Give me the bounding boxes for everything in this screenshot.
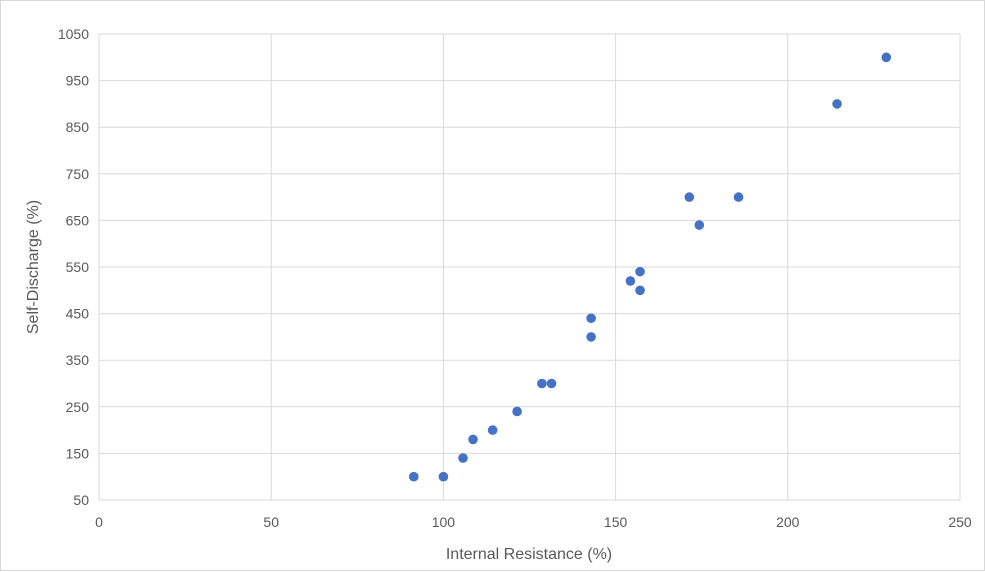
data-point — [733, 192, 744, 202]
y-axis-title: Self-Discharge (%) — [25, 200, 42, 334]
data-point — [586, 313, 596, 324]
gridlines — [98, 33, 961, 501]
y-tick-label: 150 — [66, 445, 90, 461]
data-point — [438, 471, 449, 482]
y-tick-label: 250 — [66, 399, 90, 415]
y-tick-label: 950 — [66, 73, 90, 89]
data-point — [635, 266, 645, 277]
data-points — [408, 52, 892, 482]
data-point — [537, 378, 547, 389]
y-tick-label: 650 — [66, 212, 90, 228]
data-point — [458, 453, 468, 463]
data-point — [468, 434, 478, 445]
x-axis-ticks: 0 50 100 150 200 250 — [95, 514, 972, 530]
y-tick-label: 550 — [66, 259, 90, 275]
data-point — [684, 192, 695, 202]
data-point — [625, 276, 636, 286]
data-point — [635, 285, 645, 296]
y-tick-label: 450 — [66, 306, 90, 322]
data-point — [487, 425, 498, 435]
y-tick-label: 50 — [73, 492, 89, 508]
x-tick-label: 250 — [948, 514, 972, 530]
data-point — [512, 406, 522, 417]
y-tick-label: 750 — [66, 166, 90, 182]
data-point — [546, 378, 557, 389]
y-tick-label: 350 — [66, 352, 90, 368]
data-point — [832, 99, 842, 109]
x-axis-title: Internal Resistance (%) — [446, 546, 612, 563]
data-point — [408, 471, 419, 482]
x-tick-label: 200 — [776, 514, 800, 530]
x-tick-label: 150 — [604, 514, 628, 530]
x-tick-label: 100 — [432, 514, 456, 530]
data-point — [694, 220, 705, 230]
data-point — [586, 332, 596, 342]
data-point — [881, 52, 892, 63]
x-tick-label: 0 — [95, 514, 103, 530]
y-tick-label: 850 — [66, 119, 90, 135]
y-tick-label: 1050 — [58, 26, 89, 42]
y-axis-ticks: 50 150 250 350 450 550 650 750 850 950 1050 — [58, 26, 89, 508]
x-tick-label: 50 — [263, 514, 279, 530]
